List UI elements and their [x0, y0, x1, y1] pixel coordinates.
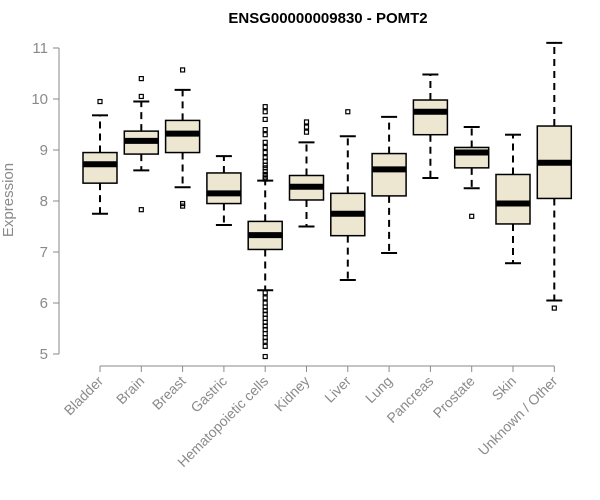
- x-tick-label: Skin: [489, 373, 520, 404]
- x-tick-label: Brain: [113, 373, 147, 407]
- outlier-point: [262, 295, 268, 301]
- outlier-point: [262, 338, 268, 344]
- outlier-point: [138, 75, 144, 82]
- iqr-box: [412, 99, 449, 136]
- y-tick-label: 8: [40, 193, 48, 210]
- box-lung: [371, 115, 407, 255]
- box-unknown-other: [536, 41, 573, 311]
- outlier-point: [262, 290, 268, 296]
- box-bladder: [82, 98, 118, 215]
- y-tick-label: 9: [40, 142, 48, 159]
- outlier-point: [262, 343, 268, 349]
- y-axis-label: Expression: [0, 163, 17, 237]
- y-tick-label: 6: [40, 295, 48, 312]
- x-tick-label: Liver: [321, 373, 354, 406]
- x-tick-label: Kidney: [271, 373, 313, 415]
- x-tick-label: Bladder: [61, 373, 107, 419]
- outlier-point: [469, 213, 475, 219]
- boxes-group: [82, 41, 573, 360]
- outlier-point: [262, 132, 268, 138]
- outlier-point: [303, 129, 310, 135]
- box-gastric: [206, 155, 242, 226]
- y-tick-label: 7: [40, 244, 48, 261]
- outlier-point: [262, 139, 268, 145]
- iqr-box: [206, 172, 242, 205]
- chart-title: ENSG00000009830 - POMT2: [228, 10, 427, 27]
- outlier-point: [262, 300, 268, 306]
- x-tick-label: Prostate: [430, 373, 478, 421]
- iqr-box: [371, 152, 407, 197]
- box-breast: [164, 67, 201, 209]
- outlier-point: [262, 149, 268, 156]
- outlier-point: [262, 315, 268, 321]
- outlier-point: [180, 67, 186, 73]
- outlier-point: [551, 305, 557, 311]
- box-kidney: [288, 119, 325, 228]
- outlier-point: [262, 176, 268, 182]
- outlier-point: [262, 144, 268, 151]
- y-tick-label: 5: [40, 346, 48, 363]
- box-pancreas: [412, 73, 449, 180]
- outlier-point: [345, 109, 351, 115]
- outlier-point: [180, 203, 186, 209]
- box-hematopoietic-cells: [247, 104, 283, 360]
- outlier-point: [303, 119, 310, 125]
- iqr-box: [495, 173, 531, 225]
- y-tick-label: 10: [31, 91, 48, 108]
- box-skin: [495, 133, 531, 265]
- outlier-point: [138, 93, 144, 100]
- outlier-point: [262, 109, 268, 115]
- outlier-point: [262, 116, 268, 123]
- box-liver: [330, 109, 366, 282]
- x-tick-label: Breast: [149, 373, 189, 413]
- y-tick-label: 11: [32, 40, 48, 57]
- x-tick-label: Lung: [362, 373, 395, 406]
- outlier-point: [97, 98, 103, 105]
- outlier-point: [262, 104, 268, 110]
- outlier-point: [303, 124, 310, 130]
- y-axis: 5 6 7 8 9 10 11: [31, 40, 60, 363]
- outlier-point: [262, 168, 268, 175]
- outlier-point: [138, 207, 144, 213]
- outlier-point: [262, 126, 268, 133]
- box-brain: [123, 75, 160, 213]
- iqr-box: [82, 151, 118, 184]
- outlier-point: [262, 331, 268, 337]
- box-prostate: [453, 126, 490, 219]
- outlier-point: [262, 353, 268, 360]
